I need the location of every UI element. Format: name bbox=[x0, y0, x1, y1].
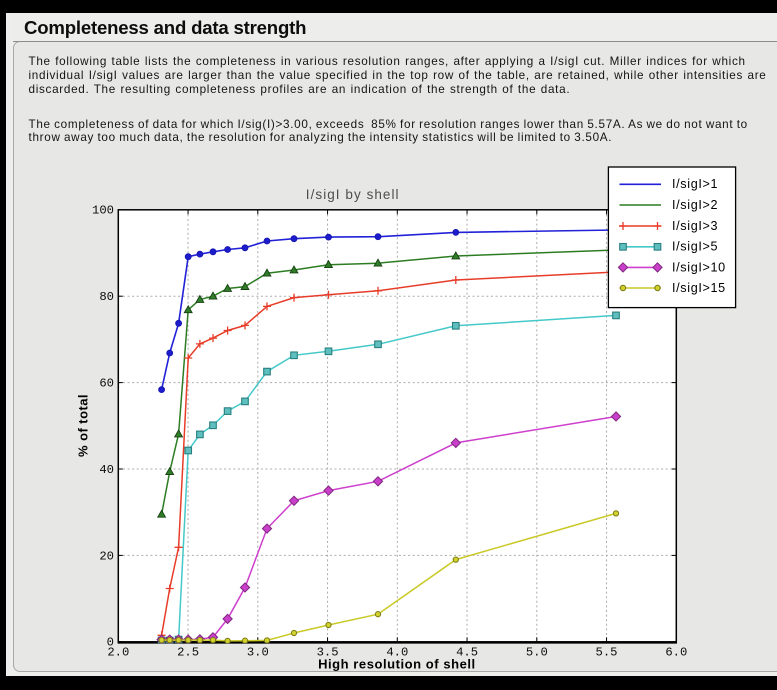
svg-text:0: 0 bbox=[107, 636, 114, 650]
svg-text:3.0: 3.0 bbox=[247, 646, 269, 660]
svg-text:6.0: 6.0 bbox=[665, 646, 687, 660]
svg-text:60: 60 bbox=[99, 377, 114, 391]
svg-text:80: 80 bbox=[99, 290, 114, 304]
svg-text:I/sigI>5: I/sigI>5 bbox=[672, 240, 718, 254]
svg-text:20: 20 bbox=[99, 549, 114, 563]
svg-text:2.0: 2.0 bbox=[107, 646, 129, 660]
svg-text:I/sigI>2: I/sigI>2 bbox=[672, 198, 718, 212]
svg-text:% of total: % of total bbox=[76, 394, 91, 457]
svg-text:5.5: 5.5 bbox=[596, 646, 618, 660]
svg-text:I/sigI>15: I/sigI>15 bbox=[672, 281, 726, 295]
svg-text:40: 40 bbox=[99, 463, 114, 477]
svg-text:3.5: 3.5 bbox=[317, 646, 339, 660]
svg-text:I/sigI>10: I/sigI>10 bbox=[672, 260, 726, 274]
svg-text:I/sigI by shell: I/sigI by shell bbox=[306, 187, 400, 202]
svg-text:I/sigI>3: I/sigI>3 bbox=[672, 219, 718, 233]
svg-text:5.0: 5.0 bbox=[526, 646, 548, 660]
svg-text:4.5: 4.5 bbox=[456, 646, 478, 660]
svg-text:High resolution of shell: High resolution of shell bbox=[318, 656, 476, 671]
svg-text:2.5: 2.5 bbox=[177, 646, 199, 660]
svg-text:100: 100 bbox=[92, 204, 114, 218]
svg-text:4.0: 4.0 bbox=[386, 646, 408, 660]
svg-text:I/sigI>1: I/sigI>1 bbox=[672, 177, 718, 191]
